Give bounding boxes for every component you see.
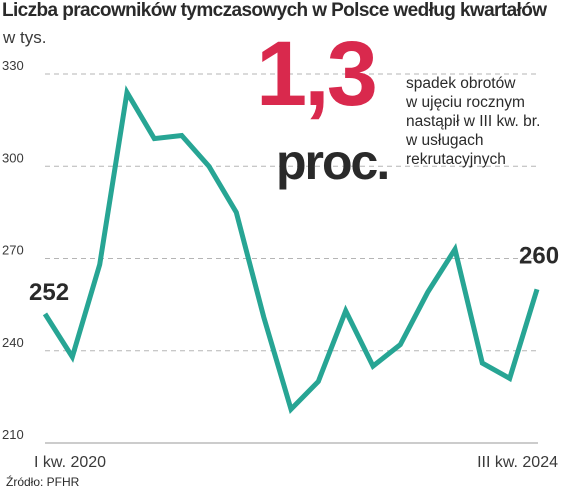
y-tick-label: 270 (2, 243, 24, 258)
source-note: Źródło: PFHR (6, 475, 80, 489)
data-labels: 252 260 (29, 242, 559, 306)
highlight-note: spadek obrotów w ujęciu rocznym nastąpił… (406, 74, 564, 169)
data-label: 260 (519, 242, 559, 269)
x-label-first: I kw. 2020 (34, 454, 106, 471)
note-line: w usługach (406, 132, 484, 149)
unit-label: w tys. (3, 28, 47, 47)
grid-lines (45, 73, 538, 444)
y-tick-label: 300 (2, 150, 24, 165)
note-line: spadek obrotów (406, 75, 516, 92)
note-line: nastąpił w III kw. br. (406, 113, 541, 130)
y-tick-label: 330 (2, 58, 24, 73)
y-tick-label: 240 (2, 335, 24, 350)
note-line: w ujęciu rocznym (406, 94, 525, 111)
highlight-value: 1,3 (256, 23, 378, 125)
series-layer (42, 85, 540, 414)
chart-title: Liczba pracowników tymczasowych w Polsce… (2, 0, 547, 21)
highlight-unit: proc. (276, 134, 390, 190)
note-line: rekrutacyjnych (406, 151, 506, 168)
y-tick-label: 210 (2, 427, 24, 442)
series-line (42, 85, 540, 414)
data-label: 252 (29, 279, 69, 306)
x-label-last: III kw. 2024 (477, 454, 558, 471)
y-tick-labels: 210 240 270 300 330 (2, 58, 24, 442)
x-axis-labels: I kw. 2020 III kw. 2024 (34, 454, 558, 471)
